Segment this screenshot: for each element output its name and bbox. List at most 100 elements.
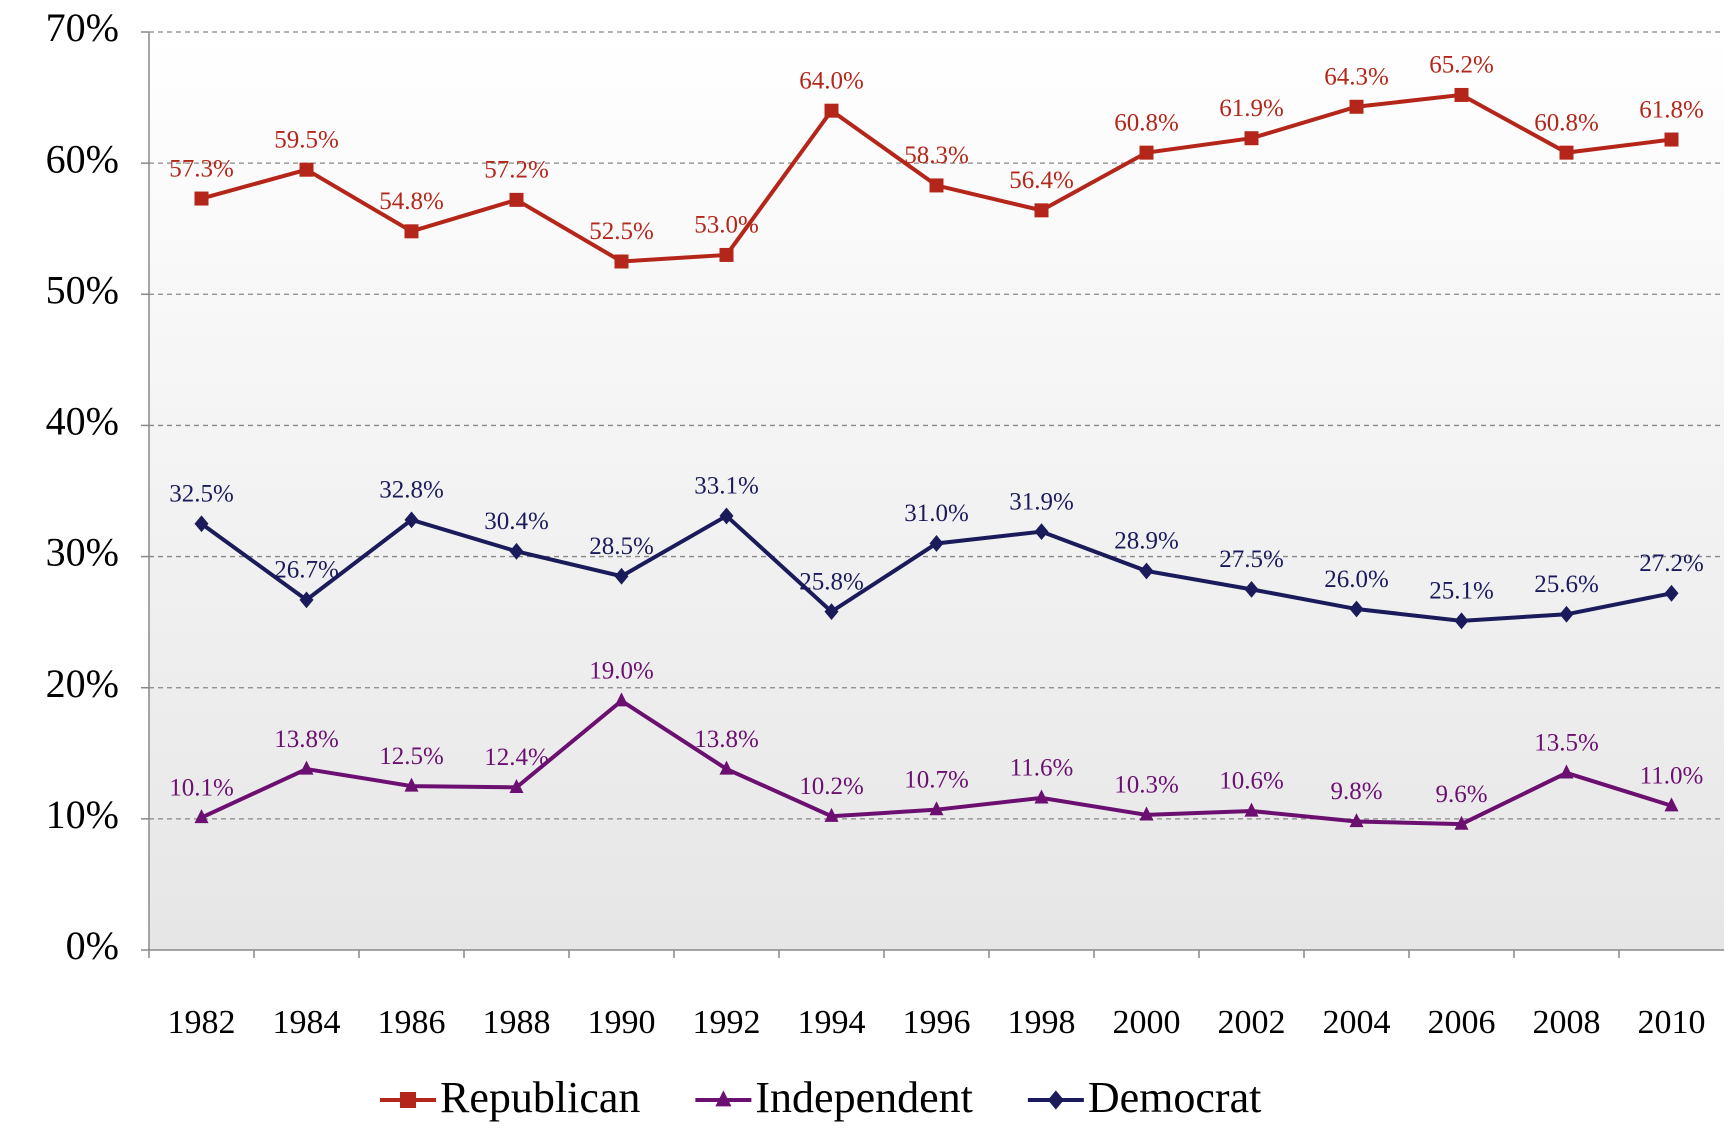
data-label: 33.1%: [694, 473, 759, 500]
marker: [614, 254, 629, 269]
marker: [400, 1092, 416, 1108]
marker: [299, 591, 314, 609]
data-label: 27.5%: [1219, 546, 1284, 573]
data-label: 13.5%: [1534, 730, 1599, 757]
data-label: 32.8%: [379, 477, 444, 504]
data-label: 11.0%: [1640, 762, 1704, 789]
data-label: 10.2%: [799, 773, 864, 800]
data-label: 61.8%: [1639, 96, 1704, 123]
legend-label: Republican: [440, 1073, 640, 1122]
y-tick-label: 0%: [66, 923, 119, 968]
y-tick-label: 70%: [46, 5, 119, 50]
data-label: 61.9%: [1219, 95, 1284, 122]
y-tick-label: 50%: [46, 267, 119, 312]
marker: [194, 191, 209, 206]
data-label: 10.7%: [904, 766, 969, 793]
marker: [1559, 145, 1574, 160]
x-tick-label: 2008: [1533, 1004, 1601, 1041]
marker: [1454, 612, 1469, 630]
y-tick-label: 60%: [46, 136, 119, 181]
marker: [824, 603, 839, 621]
marker: [1454, 815, 1469, 830]
x-tick-label: 2002: [1218, 1004, 1286, 1041]
marker: [1559, 764, 1574, 779]
data-label: 31.9%: [1009, 488, 1074, 515]
data-label: 56.4%: [1009, 167, 1074, 194]
data-label: 10.3%: [1114, 772, 1179, 799]
marker: [1349, 600, 1364, 618]
data-label: 30.4%: [484, 508, 549, 535]
x-tick-label: 1990: [588, 1004, 656, 1041]
x-tick-label: 1998: [1008, 1004, 1076, 1041]
data-label: 59.5%: [274, 126, 339, 153]
y-tick-label: 40%: [46, 399, 119, 444]
marker: [1349, 813, 1364, 828]
x-tick-label: 2000: [1113, 1004, 1181, 1041]
x-tick-label: 1996: [903, 1004, 971, 1041]
data-label: 10.1%: [169, 774, 234, 801]
marker: [299, 760, 314, 775]
marker: [1139, 562, 1154, 580]
data-label: 31.0%: [904, 500, 969, 527]
x-tick-label: 2006: [1428, 1004, 1496, 1041]
x-tick-label: 1982: [168, 1004, 236, 1041]
marker: [509, 192, 524, 207]
marker: [509, 778, 524, 793]
marker: [1139, 806, 1154, 821]
marker: [719, 507, 734, 525]
x-tick-label: 2010: [1638, 1004, 1706, 1041]
data-label: 52.5%: [589, 218, 654, 245]
marker: [1349, 99, 1364, 114]
marker: [194, 809, 209, 824]
data-label: 27.2%: [1639, 550, 1704, 577]
marker: [719, 760, 734, 775]
data-label: 25.6%: [1534, 571, 1599, 598]
data-label: 64.3%: [1324, 63, 1389, 90]
marker: [1244, 131, 1259, 146]
marker: [404, 777, 419, 792]
data-label: 25.1%: [1429, 578, 1494, 605]
marker: [1244, 580, 1259, 598]
marker: [1244, 802, 1259, 817]
marker: [719, 247, 734, 262]
data-label: 65.2%: [1429, 52, 1494, 79]
legend-label: Democrat: [1088, 1073, 1261, 1122]
marker: [404, 224, 419, 239]
marker: [929, 178, 944, 193]
data-label: 58.3%: [904, 142, 969, 169]
data-label: 53.0%: [694, 212, 759, 239]
marker: [614, 567, 629, 585]
x-tick-label: 1988: [483, 1004, 551, 1041]
data-label: 26.7%: [274, 557, 339, 584]
marker: [1139, 145, 1154, 160]
marker: [404, 511, 419, 529]
data-label: 57.2%: [484, 157, 549, 184]
marker: [1454, 87, 1469, 102]
y-tick-label: 30%: [46, 530, 119, 575]
data-label: 9.8%: [1330, 778, 1382, 805]
data-label: 19.0%: [589, 658, 654, 685]
data-label: 12.5%: [379, 743, 444, 770]
data-label: 11.6%: [1010, 755, 1074, 782]
marker: [1034, 523, 1049, 541]
marker: [824, 103, 839, 118]
marker: [1047, 1090, 1064, 1110]
marker: [1559, 605, 1574, 623]
marker: [824, 807, 839, 822]
x-tick-label: 1986: [378, 1004, 446, 1041]
data-label: 28.5%: [589, 533, 654, 560]
data-label: 28.9%: [1114, 528, 1179, 555]
marker: [929, 535, 944, 552]
y-tick-label: 10%: [46, 792, 119, 837]
data-label: 12.4%: [484, 744, 549, 771]
x-tick-label: 1984: [273, 1004, 341, 1041]
marker: [715, 1090, 732, 1107]
x-tick-label: 1992: [693, 1004, 761, 1041]
data-label: 13.8%: [694, 726, 759, 753]
data-label: 10.6%: [1219, 768, 1284, 795]
x-tick-label: 1994: [798, 1004, 866, 1041]
data-label: 60.8%: [1114, 109, 1179, 136]
marker: [1664, 797, 1679, 812]
x-tick-label: 2004: [1323, 1004, 1391, 1041]
